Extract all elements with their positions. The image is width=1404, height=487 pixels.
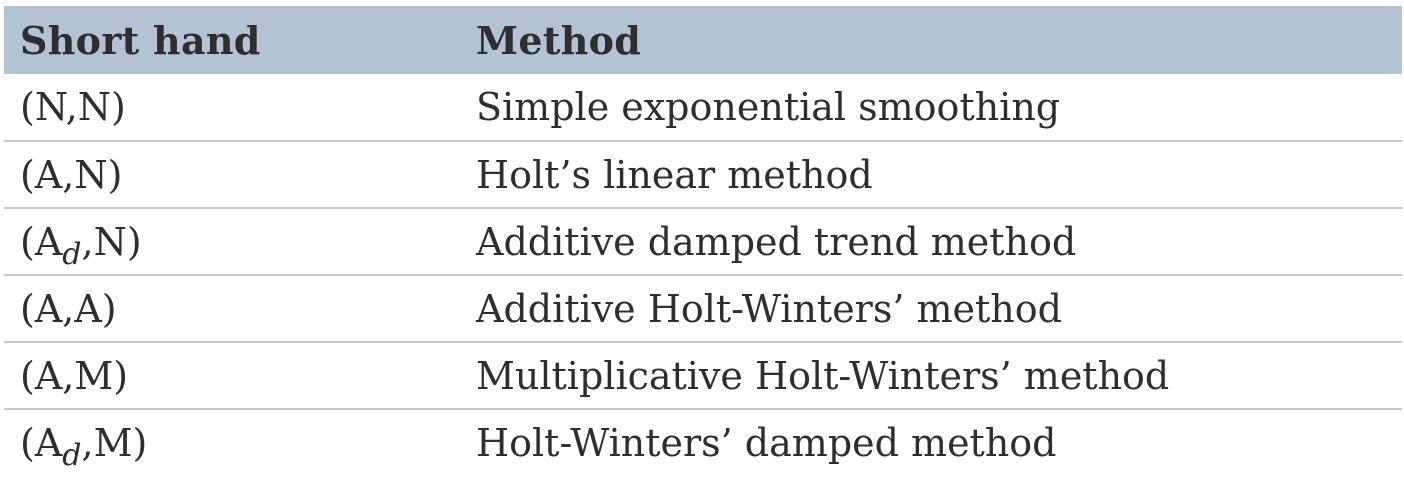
table-row: (Ad,N) Additive damped trend method (4, 208, 1402, 275)
table-row: (A,N) Holt’s linear method (4, 141, 1402, 208)
table-row: (A,M) Multiplicative Holt-Winters’ metho… (4, 342, 1402, 409)
short-hand-cell: (A,N) (4, 141, 476, 208)
header-method: Method (476, 17, 642, 63)
method-cell: Additive Holt-Winters’ method (476, 286, 1062, 331)
table-row: (A,A) Additive Holt-Winters’ method (4, 275, 1402, 342)
short-hand-cell: (A,M) (4, 342, 476, 409)
table-header-row: Short hand Method (4, 6, 1402, 74)
methods-table: Short hand Method (N,N) Simple exponenti… (4, 6, 1402, 476)
short-hand-text: (A,M) (20, 353, 129, 398)
header-short-hand: Short hand (20, 17, 261, 63)
short-hand-cell: (A,A) (4, 275, 476, 342)
short-hand-text: (A,A) (20, 286, 117, 331)
short-hand-tail: ,N) (81, 219, 142, 264)
short-hand-subscript: d (62, 236, 82, 272)
short-hand-tail: ,M) (81, 421, 148, 465)
method-cell: Multiplicative Holt-Winters’ method (476, 353, 1170, 398)
short-hand-text: (A (20, 219, 63, 264)
short-hand-cell: (Ad,N) (4, 208, 476, 275)
short-hand-text: (N,N) (20, 85, 126, 129)
method-cell: Holt-Winters’ damped method (476, 421, 1057, 465)
short-hand-text: (A,N) (20, 152, 123, 197)
table-row: (Ad,M) Holt-Winters’ damped method (4, 409, 1402, 476)
short-hand-text: (A (20, 421, 63, 465)
table-row: (N,N) Simple exponential smoothing (4, 74, 1402, 141)
short-hand-subscript: d (62, 438, 82, 473)
method-cell: Simple exponential smoothing (476, 85, 1061, 129)
short-hand-cell: (Ad,M) (4, 409, 476, 476)
methods-table-container: Short hand Method (N,N) Simple exponenti… (4, 6, 1402, 476)
short-hand-cell: (N,N) (4, 74, 476, 141)
method-cell: Holt’s linear method (476, 152, 873, 197)
method-cell: Additive damped trend method (476, 219, 1077, 264)
